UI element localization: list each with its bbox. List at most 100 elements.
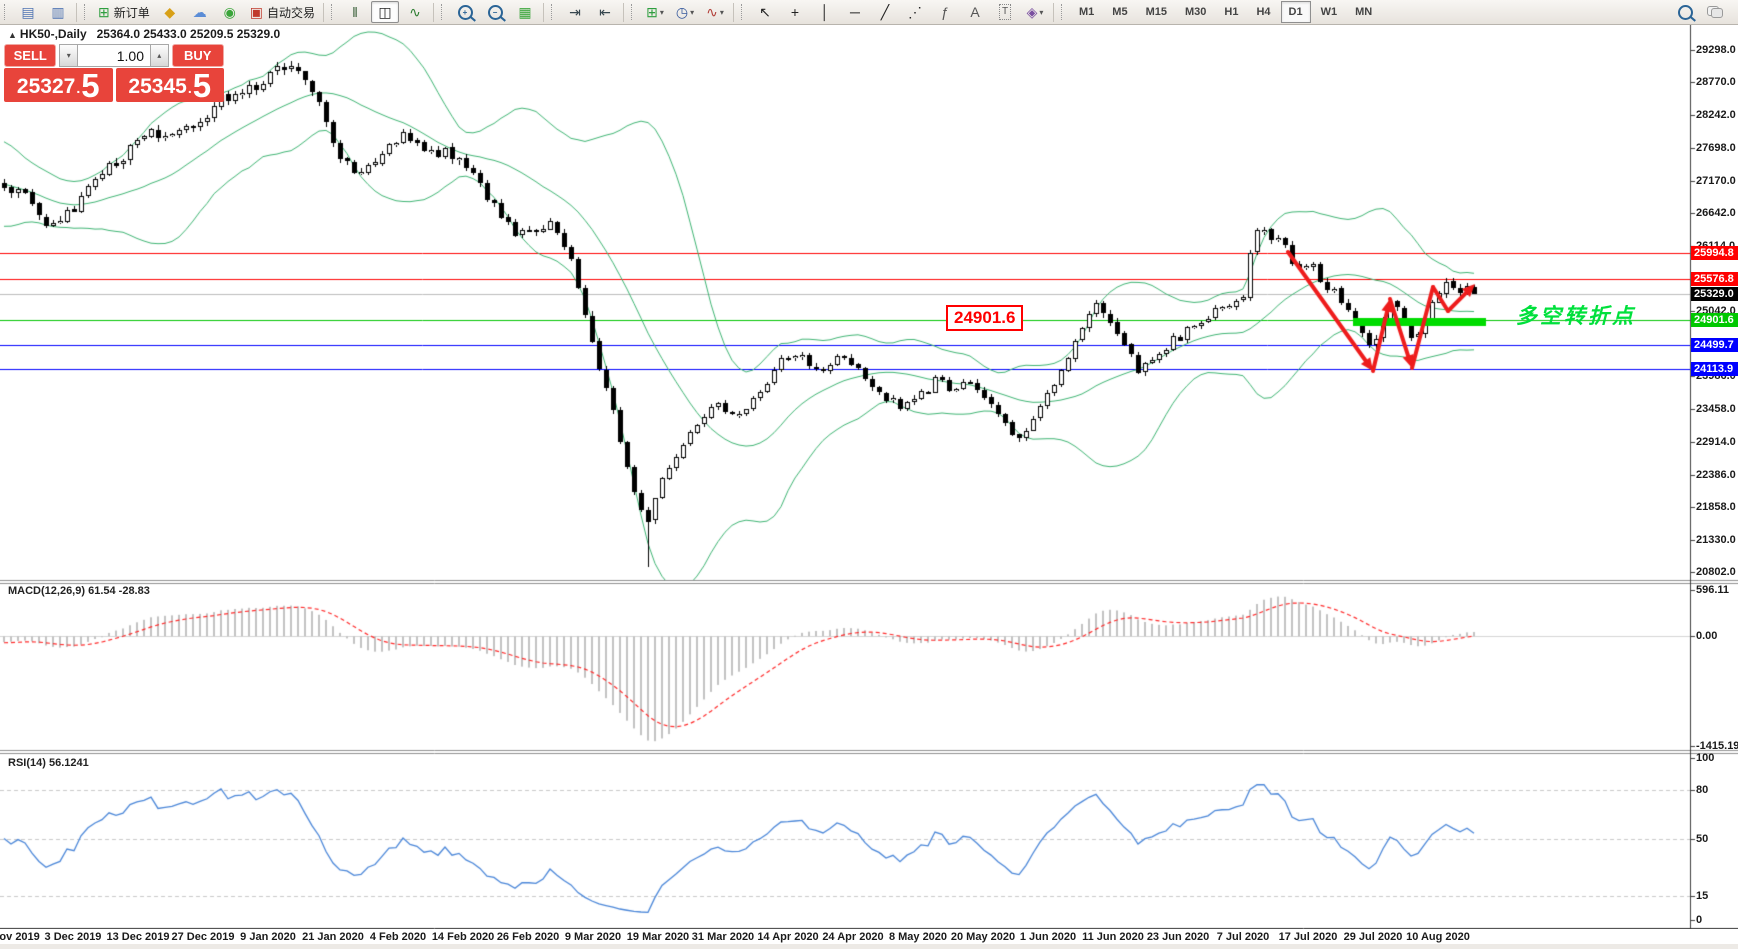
price-level-badge: 25576.8 [1691, 271, 1738, 286]
symbol-direction-icon: ▲ [8, 30, 17, 40]
timeframe-d1-button[interactable]: D1 [1280, 1, 1311, 23]
data-window-button[interactable]: ▥ [44, 1, 72, 23]
date-tick-label: 29 Jul 2020 [1343, 931, 1403, 943]
sell-price-dot: . [76, 80, 81, 96]
date-tick-label: 10 Aug 2020 [1406, 931, 1470, 943]
toolbar-separator [543, 2, 544, 22]
date-tick-label: 26 Feb 2020 [496, 931, 560, 943]
turning-point-annotation: 多空转折点 [1516, 305, 1636, 328]
toolbar-separator [76, 2, 77, 22]
tile-windows-icon: ▦ [518, 4, 532, 20]
candlestick-chart-button[interactable]: ◫ [371, 1, 399, 23]
toolbar-separator [323, 2, 324, 22]
date-tick-label: 23 Jun 2020 [1146, 931, 1210, 943]
metaquotes-cloud-button[interactable]: ☁ [186, 1, 214, 23]
zoom-in-button[interactable]: + [451, 1, 479, 23]
chevron-down-icon: ▾ [659, 7, 664, 17]
sell-button[interactable]: SELL [4, 44, 57, 67]
crosshair-button[interactable]: + [781, 1, 809, 23]
date-tick-label: 20 May 2020 [950, 931, 1016, 943]
price-tick-label: 27170.0 [1696, 174, 1736, 187]
price-tick-label: 20802.0 [1696, 565, 1736, 578]
fibonacci-button[interactable]: ƒ [931, 1, 959, 23]
bar-chart-button[interactable]: ‖ [341, 1, 369, 23]
tile-windows-button[interactable]: ▦ [511, 1, 539, 23]
indicators-list-button[interactable]: ∿ ▾ [701, 1, 729, 23]
price-level-badge: 24499.7 [1691, 337, 1738, 352]
chart-canvas[interactable] [0, 24, 1738, 949]
rsi-tick-label: 15 [1696, 889, 1709, 902]
timeframe-mn-button[interactable]: MN [1355, 6, 1373, 18]
toolbar-grip [631, 4, 637, 20]
ohlc-values: 25364.0 25433.0 25209.5 25329.0 [96, 27, 281, 41]
chat-icon [1707, 6, 1723, 18]
zoom-out-icon: − [487, 4, 503, 20]
price-tick-label: 29298.0 [1696, 44, 1736, 56]
chart-title: ▲ HK50-,Daily 25364.0 25433.0 25209.5 2532… [8, 27, 280, 41]
volume-increase-button[interactable]: ▴ [150, 44, 169, 67]
price-tick-label: 21330.0 [1696, 533, 1736, 546]
new-chart-icon: ⊞ [646, 4, 658, 20]
timeframe-w1-button[interactable]: W1 [1320, 6, 1338, 18]
signals-button[interactable]: ◉ [216, 1, 244, 23]
auto-scroll-button[interactable]: ⇥ [561, 1, 589, 23]
text-label-button[interactable]: T [991, 1, 1019, 23]
eraser-icon: ◆ [164, 4, 176, 20]
toolbar-separator [623, 2, 624, 22]
support-level-callout[interactable]: 24901.6 [946, 305, 1024, 331]
buy-price-display[interactable]: 25345. 5 [115, 68, 224, 102]
vertical-line-button[interactable]: │ [811, 1, 839, 23]
main-toolbar: ▤ ▥ ⊞ 新订单 ◆ ☁ ◉ ▣ 自动交易 ‖ ◫ ∿ + − ▦ ⇥ ⇤ ⊞ ▾ ◷ ▾ ∿ ▾ ↖ + │ ─ ╱ ⋰ ƒ A T ◈ ▾ M… [0, 0, 1738, 25]
fibonacci-icon: ƒ [941, 4, 949, 20]
date-tick-label: 19 Mar 2020 [626, 931, 690, 943]
date-tick-label: 27 Dec 2019 [171, 931, 235, 943]
horizontal-line-button[interactable]: ─ [841, 1, 869, 23]
autotrading-label: 自动交易 [266, 5, 315, 20]
new-order-button[interactable]: ⊞ 新订单 [94, 1, 154, 23]
timeframe-m5-button[interactable]: M5 [1112, 6, 1128, 18]
indicators-list-icon: ∿ [706, 4, 718, 20]
crosshair-icon: + [790, 4, 800, 20]
buy-button[interactable]: BUY [171, 44, 224, 67]
new-chart-button[interactable]: ⊞ ▾ [641, 1, 669, 23]
eraser-button[interactable]: ◆ [156, 1, 184, 23]
autotrading-button[interactable]: ▣ 自动交易 [246, 1, 319, 23]
price-tick-label: 28770.0 [1696, 76, 1736, 89]
community-chat-button[interactable] [1701, 1, 1729, 23]
rsi-tick-label: 100 [1696, 752, 1715, 764]
text-button[interactable]: A [961, 1, 989, 23]
date-tick-label: 9 Mar 2020 [564, 931, 622, 943]
search-icon [1677, 4, 1693, 20]
date-tick-label: 21 Jan 2020 [302, 931, 364, 943]
timeframe-h4-button[interactable]: H4 [1256, 6, 1271, 18]
timeframe-m30-button[interactable]: M30 [1184, 6, 1207, 18]
sell-price-display[interactable]: 25327. 5 [4, 68, 113, 102]
chart-shift-icon: ⇤ [599, 4, 611, 20]
charts-window-button[interactable]: ▤ [14, 1, 42, 23]
timeframe-h1-button[interactable]: H1 [1224, 6, 1239, 18]
date-tick-label: 14 Feb 2020 [431, 931, 495, 943]
sell-price-main: 25327 [16, 75, 76, 98]
timeframe-m1-button[interactable]: M1 [1079, 6, 1095, 18]
date-tick-label: 21 Nov 2019 [0, 931, 40, 943]
periods-button[interactable]: ◷ ▾ [671, 1, 699, 23]
buy-price-main: 25345 [128, 75, 187, 98]
timeframe-m15-button[interactable]: M15 [1145, 6, 1167, 18]
buy-price-dot: . [187, 80, 192, 96]
cursor-button[interactable]: ↖ [751, 1, 779, 23]
search-button[interactable] [1671, 1, 1699, 23]
volume-input[interactable]: 1.00 [77, 44, 150, 67]
toolbar-grip [331, 4, 337, 20]
equidistant-channel-button[interactable]: ⋰ [901, 1, 929, 23]
arrows-button[interactable]: ◈ ▾ [1021, 1, 1049, 23]
volume-decrease-button[interactable]: ▾ [59, 44, 78, 67]
line-chart-button[interactable]: ∿ [401, 1, 429, 23]
zoom-out-button[interactable]: − [481, 1, 509, 23]
trendline-button[interactable]: ╱ [871, 1, 899, 23]
date-tick-label: 24 Apr 2020 [822, 931, 884, 943]
toolbar-grip [441, 4, 447, 20]
date-tick-label: 17 Jul 2020 [1278, 931, 1338, 943]
chart-shift-button[interactable]: ⇤ [591, 1, 619, 23]
